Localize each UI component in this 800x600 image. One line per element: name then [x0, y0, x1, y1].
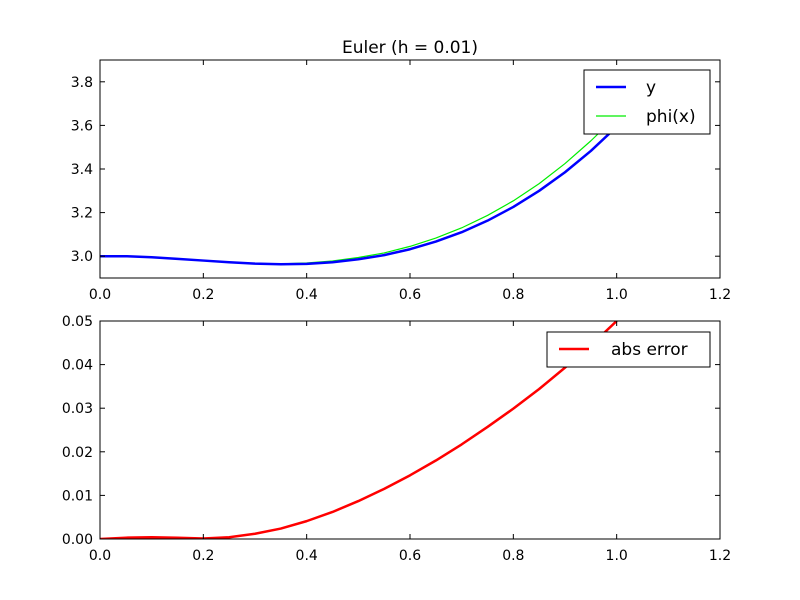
y-tick-label: 0.02: [62, 445, 93, 461]
legend-frame: [583, 69, 711, 135]
y-tick-label: 3.6: [71, 118, 93, 134]
legend-label-abs-error: abs error: [611, 340, 688, 360]
plot-area: [100, 321, 618, 539]
y-tick-label: 0.04: [62, 358, 93, 374]
x-tick-label: 0.6: [399, 548, 421, 564]
series-line-y: [100, 125, 618, 266]
y-tick-label: 0.05: [62, 314, 93, 330]
x-tick-label: 0.4: [296, 287, 318, 303]
y-tick-label: 3.0: [71, 249, 93, 265]
plot-area: [100, 115, 618, 266]
chart-title: Euler (h = 0.01): [342, 38, 478, 58]
bottom-chart: 0.0 0.2 0.4 0.6 0.8 1.0 1.2 0.00 0.01 0.02 0.03 0.0…: [62, 314, 731, 564]
x-tick-label: 0.2: [192, 287, 214, 303]
x-tick-label: 0.0: [89, 548, 111, 564]
series-line-abs-error: [100, 321, 618, 539]
y-tick-label: 3.2: [71, 206, 93, 222]
x-tick-label: 0.0: [89, 287, 111, 303]
y-tick-label: 0.00: [62, 532, 93, 548]
x-tick-label: 0.8: [502, 548, 524, 564]
x-tick-label: 0.8: [502, 287, 524, 303]
y-tick-label: 0.01: [62, 488, 93, 504]
x-tick-label: 1.2: [709, 548, 731, 564]
x-tick-label: 1.0: [606, 287, 628, 303]
axes: 0.0 0.2 0.4 0.6 0.8 1.0 1.2 3.0 3.2 3.4 3.6 3.8: [71, 59, 731, 303]
legend-label-y: y: [646, 78, 656, 98]
x-tick-label: 0.4: [296, 548, 318, 564]
legend-label-phi: phi(x): [646, 107, 696, 127]
axes: 0.0 0.2 0.4 0.6 0.8 1.0 1.2 0.00 0.01 0.02 0.03 0.0…: [62, 314, 731, 564]
x-tick-label: 0.2: [192, 548, 214, 564]
top-chart: Euler (h = 0.01) 0.0 0.2 0.4 0.6 0.8 1.0 1.2 3.…: [71, 38, 731, 303]
legend: y phi(x): [583, 69, 711, 135]
y-tick-label: 3.8: [71, 75, 93, 91]
x-tick-label: 0.6: [399, 287, 421, 303]
legend: abs error: [546, 331, 711, 368]
y-tick-label: 0.03: [62, 401, 93, 417]
x-tick-label: 1.2: [709, 287, 731, 303]
x-tick-label: 1.0: [606, 548, 628, 564]
y-tick-label: 3.4: [71, 162, 93, 178]
